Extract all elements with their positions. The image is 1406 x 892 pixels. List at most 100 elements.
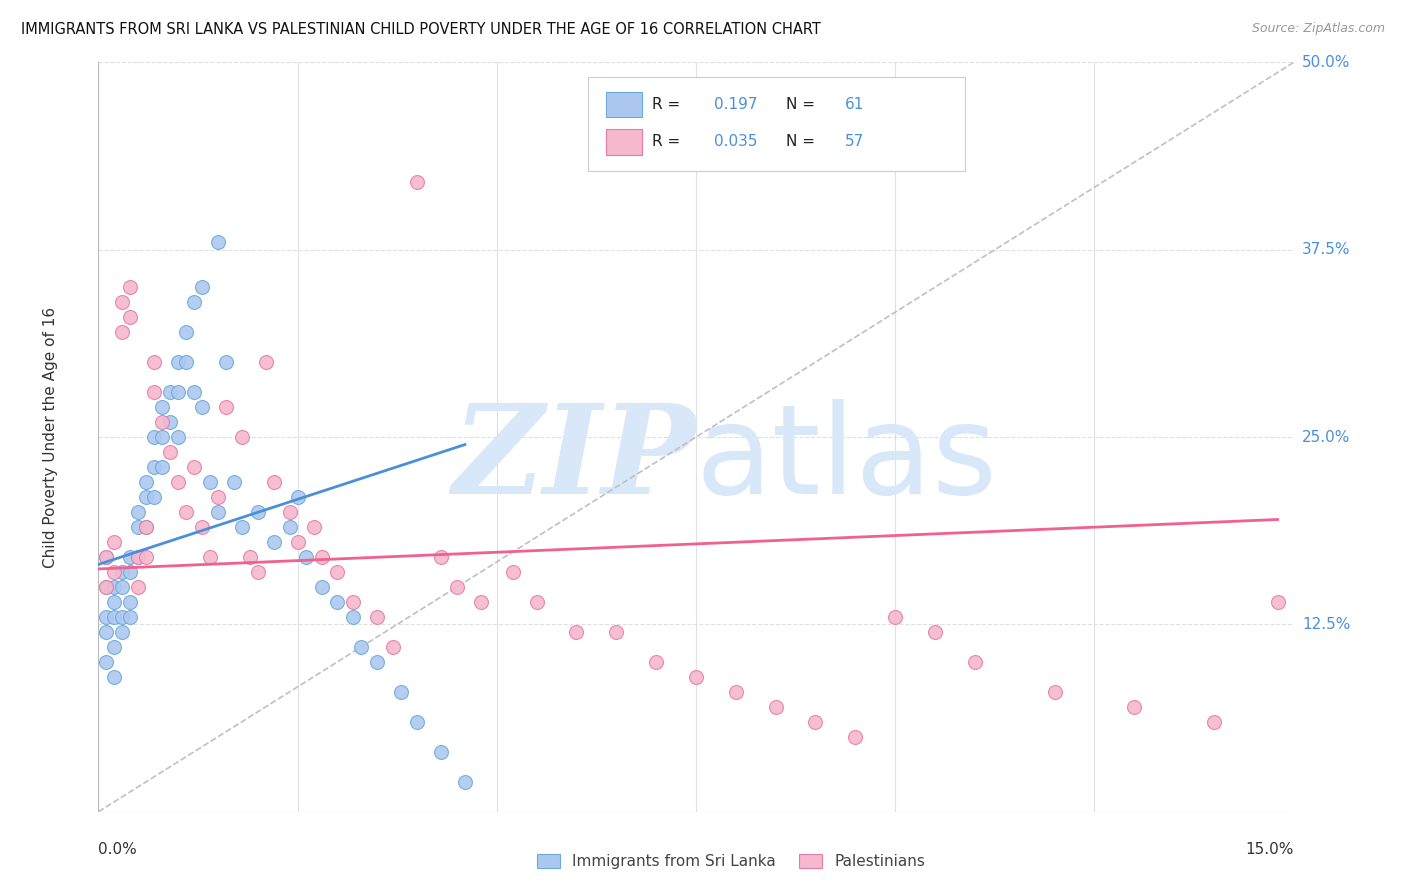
Point — [198, 475, 221, 489]
Text: atlas: atlas — [696, 399, 998, 520]
Point — [963, 655, 986, 669]
Point — [111, 565, 134, 579]
Text: 57: 57 — [845, 135, 865, 149]
Point — [135, 490, 157, 504]
Point — [103, 565, 125, 579]
Point — [350, 640, 373, 654]
Point — [111, 624, 134, 639]
Point — [143, 490, 166, 504]
Point — [294, 549, 316, 564]
Point — [207, 490, 229, 504]
Point — [287, 535, 309, 549]
Point — [103, 670, 125, 684]
Point — [191, 280, 214, 294]
Text: 0.197: 0.197 — [714, 97, 758, 112]
Point — [103, 610, 125, 624]
Point — [207, 235, 229, 250]
Text: 0.0%: 0.0% — [98, 842, 138, 857]
Point — [1043, 685, 1066, 699]
Text: 15.0%: 15.0% — [1246, 842, 1294, 857]
Point — [183, 385, 205, 400]
Point — [366, 610, 388, 624]
Point — [239, 549, 262, 564]
Point — [120, 610, 142, 624]
Point — [174, 325, 197, 339]
Point — [111, 610, 134, 624]
Point — [191, 520, 214, 534]
Point — [246, 565, 269, 579]
Point — [143, 460, 166, 475]
Point — [231, 520, 253, 534]
Point — [150, 430, 173, 444]
Point — [502, 565, 524, 579]
Point — [120, 280, 142, 294]
Point — [215, 400, 238, 414]
Text: 50.0%: 50.0% — [1302, 55, 1350, 70]
Point — [302, 520, 325, 534]
Text: R =: R = — [652, 97, 685, 112]
Point — [685, 670, 707, 684]
Point — [430, 549, 453, 564]
Point — [287, 490, 309, 504]
FancyBboxPatch shape — [606, 92, 643, 117]
FancyBboxPatch shape — [589, 78, 965, 171]
Point — [724, 685, 747, 699]
Point — [120, 595, 142, 609]
Point — [127, 549, 149, 564]
Point — [111, 580, 134, 594]
Point — [1202, 714, 1225, 729]
Text: 61: 61 — [845, 97, 865, 112]
Point — [565, 624, 588, 639]
Point — [127, 505, 149, 519]
Point — [278, 520, 301, 534]
Point — [366, 655, 388, 669]
FancyBboxPatch shape — [606, 129, 643, 154]
Point — [150, 400, 173, 414]
Text: N =: N = — [786, 135, 820, 149]
Point — [254, 355, 277, 369]
Point — [342, 595, 364, 609]
Point — [150, 460, 173, 475]
Point — [159, 385, 181, 400]
Point — [167, 475, 190, 489]
Point — [454, 774, 477, 789]
Point — [167, 430, 190, 444]
Point — [103, 535, 125, 549]
Point — [135, 520, 157, 534]
Point — [135, 520, 157, 534]
Point — [430, 745, 453, 759]
Point — [311, 580, 333, 594]
Point — [96, 624, 118, 639]
Point — [174, 355, 197, 369]
Point — [263, 475, 285, 489]
Point — [159, 415, 181, 429]
Text: N =: N = — [786, 97, 820, 112]
Point — [645, 655, 668, 669]
Point — [111, 295, 134, 310]
Point — [198, 549, 221, 564]
Point — [278, 505, 301, 519]
Point — [127, 520, 149, 534]
Point — [924, 624, 946, 639]
Point — [111, 325, 134, 339]
Point — [382, 640, 405, 654]
Point — [120, 310, 142, 325]
Point — [174, 505, 197, 519]
Point — [135, 475, 157, 489]
Point — [406, 175, 429, 189]
Point — [143, 385, 166, 400]
Point — [231, 430, 253, 444]
Point — [103, 580, 125, 594]
Point — [191, 400, 214, 414]
Text: 0.035: 0.035 — [714, 135, 758, 149]
Point — [96, 580, 118, 594]
Point — [884, 610, 907, 624]
Text: 12.5%: 12.5% — [1302, 617, 1350, 632]
Point — [406, 714, 429, 729]
Point — [183, 460, 205, 475]
Point — [120, 565, 142, 579]
Point — [159, 445, 181, 459]
Point — [470, 595, 492, 609]
Point — [96, 655, 118, 669]
Point — [446, 580, 468, 594]
